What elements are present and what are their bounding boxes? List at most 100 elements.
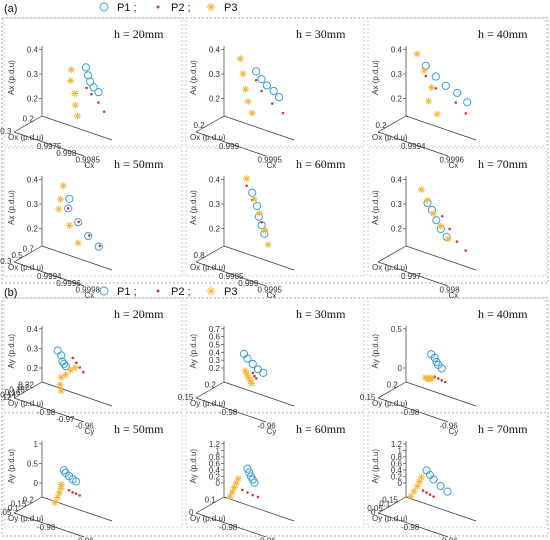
x-tick-label: 0.998 — [56, 149, 77, 158]
p2-marker — [270, 102, 274, 105]
p1-marker — [239, 349, 249, 358]
p1-marker — [437, 364, 446, 373]
p2-marker — [464, 249, 467, 252]
z-tick-label: 0.22 — [18, 380, 34, 389]
p1-marker — [245, 468, 254, 477]
p2-marker — [71, 356, 75, 360]
z-axis-line — [13, 381, 43, 399]
y-tick-label: 0.5 — [391, 325, 403, 334]
x-tick-label: -0.97 — [56, 415, 75, 424]
front-axis-line — [195, 397, 267, 423]
p1-marker — [252, 201, 262, 211]
x-axis-line — [405, 115, 477, 141]
z-tick-label: 0.2 — [387, 380, 399, 389]
z-tick-label: 0.12 — [0, 393, 12, 402]
section-label: (b) — [4, 287, 17, 299]
h-label: h = 60mm — [296, 422, 346, 436]
y-tick-label: 0.3 — [27, 200, 39, 209]
x-tick-label: 0.9996 — [56, 279, 81, 288]
x-axis-label: Cx — [85, 291, 95, 300]
z-tick-label: 0.3 — [0, 127, 12, 136]
p2-marker — [246, 491, 249, 494]
x-tick-label: 0.9985 — [76, 155, 101, 164]
y-tick-label: 0.3 — [27, 70, 39, 79]
x-axis-line — [405, 496, 477, 522]
y-axis-label: Ax (p.d.u) — [7, 190, 16, 225]
z-tick-label: 0.15 — [178, 393, 194, 402]
p1-marker — [94, 242, 103, 251]
x-tick-label: 0.9995 — [258, 285, 283, 294]
p1-marker — [81, 63, 91, 72]
y-tick-label: 0.4 — [209, 466, 221, 475]
p1-marker — [61, 362, 70, 371]
p2-marker — [254, 377, 258, 380]
legend-marker-p1 — [99, 2, 109, 12]
p1-marker — [84, 231, 93, 241]
z-axis-label: Ox (p.d.u) — [190, 133, 226, 142]
y-tick-label: 0.4 — [391, 46, 403, 55]
y-tick-label: 0.8 — [209, 453, 221, 462]
x-axis-line — [405, 245, 477, 271]
p2-marker — [448, 227, 451, 231]
p3-marker — [71, 364, 79, 372]
x-tick-label: 0.9975 — [37, 142, 62, 151]
p2-marker — [102, 110, 106, 113]
panel-frame — [3, 412, 183, 528]
y-axis-label: Ay (p.d.u) — [7, 334, 16, 369]
p3-marker — [74, 112, 81, 120]
p3-marker — [57, 373, 65, 381]
p2-marker — [464, 112, 468, 115]
z-tick-label: 0.5 — [11, 251, 23, 260]
p3-marker — [65, 221, 73, 229]
p1-marker — [463, 98, 472, 107]
h-label: h = 70mm — [478, 422, 528, 436]
y-tick-label: 0 — [398, 364, 403, 373]
p3-marker — [67, 366, 74, 374]
x-tick-label: 0.997 — [401, 272, 422, 281]
front-axis-line — [13, 397, 85, 423]
panel-a2: 0.2 0.3 0.4 0.999 0.9995 0.2 Ax (p.d.u) Cx Ox (p… — [185, 17, 365, 170]
p3-marker — [407, 492, 415, 500]
p3-marker — [244, 98, 252, 106]
p3-marker — [410, 487, 418, 495]
section-frame — [1, 297, 549, 537]
y-tick-label: 0.3 — [209, 356, 221, 365]
p2-marker — [78, 494, 81, 497]
y-tick-label: 0.7 — [209, 325, 221, 334]
x-axis-line — [223, 245, 295, 271]
x-tick-label: -0.98 — [37, 523, 56, 532]
legend-label-p2: P2 ; — [171, 2, 191, 14]
p2-marker — [260, 220, 263, 224]
y-tick-label: 0.2 — [391, 472, 403, 481]
p2-marker — [85, 86, 88, 90]
p3-marker — [74, 239, 82, 247]
y-tick-label: 0 — [34, 479, 39, 488]
p2-marker — [443, 380, 447, 384]
p3-marker — [57, 387, 65, 395]
p2-marker — [245, 184, 248, 188]
y-tick-label: 0.2 — [209, 472, 221, 481]
z-tick-label: 0.2 — [18, 383, 30, 392]
x-axis-label: Cx — [449, 291, 459, 300]
y-tick-label: 0.3 — [391, 200, 403, 209]
z-axis-label: Oy (p.d.u) — [372, 514, 408, 523]
y-tick-label: 1.2 — [209, 440, 221, 449]
x-tick-label: 0.999 — [238, 279, 259, 288]
p3-marker — [239, 70, 247, 78]
y-tick-label: 0.3 — [27, 344, 39, 353]
y-tick-label: 0.8 — [391, 453, 403, 462]
p1-marker — [72, 477, 81, 486]
y-axis-label: Ax (p.d.u) — [189, 60, 198, 95]
p3-marker — [71, 101, 79, 109]
x-axis-line — [41, 115, 113, 141]
front-axis-line — [195, 131, 267, 157]
p3-marker — [425, 97, 433, 105]
p3-marker — [71, 89, 79, 97]
p3-marker — [427, 84, 435, 92]
z-tick-label: 0 — [371, 508, 376, 517]
y-axis-label: Ax (p.d.u) — [7, 60, 16, 95]
y-axis-label: Ay (p.d.u) — [189, 334, 198, 369]
y-axis-label: Ax (p.d.u) — [371, 190, 380, 225]
x-axis-label: Cx — [85, 161, 95, 170]
y-tick-label: 0.6 — [391, 459, 403, 468]
